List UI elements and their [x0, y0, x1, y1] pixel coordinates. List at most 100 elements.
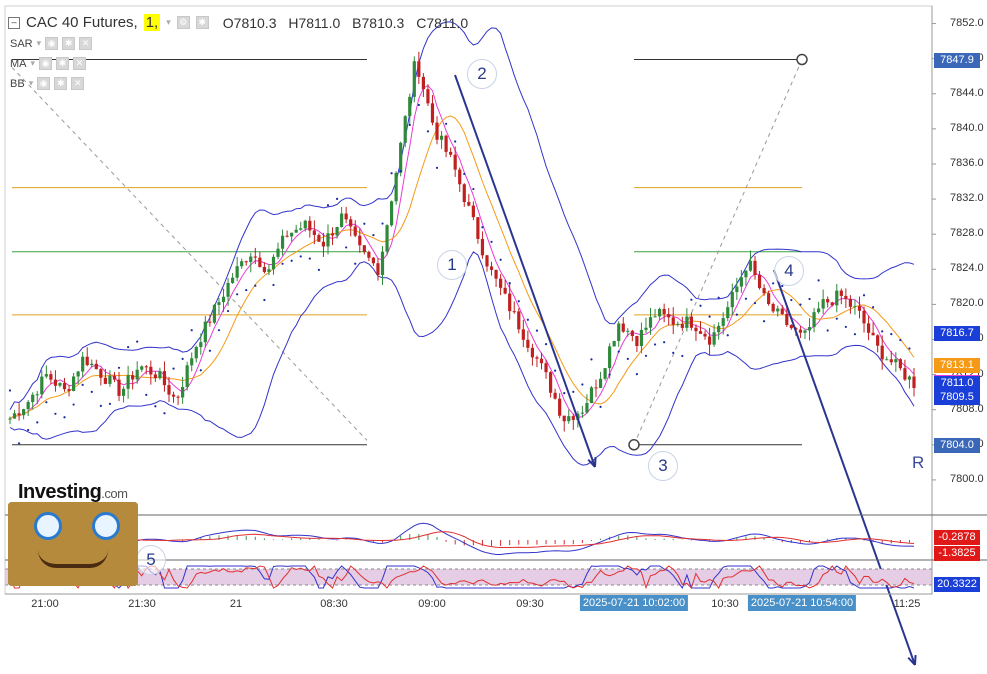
candle-body	[330, 233, 335, 236]
sar-dot	[81, 383, 84, 386]
sar-dot	[490, 240, 493, 243]
arrow-head	[587, 456, 597, 468]
symbol-title[interactable]: CAC 40 Futures,	[26, 14, 138, 31]
y-tick-label: 7824.0	[950, 262, 984, 275]
chevron-down-icon[interactable]: ▾	[30, 58, 36, 68]
candle-body	[108, 375, 112, 384]
candle-body	[62, 383, 67, 390]
candle-body	[185, 365, 189, 387]
candle-body	[99, 369, 103, 378]
right-label: R	[912, 453, 925, 472]
candle-body	[857, 306, 862, 311]
candle-body	[285, 235, 289, 237]
indicator-bb[interactable]: BB ▾ ◉ ✱ ✕	[10, 77, 85, 90]
sar-dot	[899, 338, 902, 342]
sar-dot	[254, 284, 257, 287]
collapse-icon[interactable]: –	[8, 16, 20, 29]
candle-body	[217, 302, 221, 305]
candle-body	[721, 318, 725, 326]
sar-dot	[381, 222, 384, 225]
candle-body	[717, 325, 721, 333]
candle-body	[81, 356, 85, 372]
chevron-down-icon[interactable]: ▾	[36, 38, 42, 48]
candle-body	[181, 386, 185, 398]
candle-body	[739, 277, 743, 287]
candle-body	[703, 333, 707, 337]
close-icon[interactable]: ✕	[71, 77, 85, 90]
candle-body	[585, 403, 589, 413]
candle-body	[208, 321, 212, 323]
sar-dot	[281, 262, 284, 265]
sar-dot	[808, 297, 811, 301]
sar-dot	[572, 390, 575, 393]
candle-body	[90, 363, 94, 366]
y-tick-label: 7828.0	[950, 227, 984, 240]
sar-dot	[517, 300, 520, 303]
sar-dot	[435, 166, 439, 169]
gear-icon[interactable]: ✱	[195, 16, 209, 29]
sar-dot	[226, 309, 230, 313]
price-label: 7816.7	[934, 326, 980, 342]
price-label: 7847.9	[934, 52, 980, 68]
candle-body	[158, 371, 162, 379]
sar-dot	[299, 255, 302, 258]
candle-body	[303, 220, 307, 229]
sar-dot	[590, 358, 593, 361]
candle-body	[453, 154, 457, 170]
candle-body	[603, 368, 607, 379]
candle-body	[426, 89, 430, 104]
candle-body	[539, 358, 544, 364]
y-tick-label: 7836.0	[950, 156, 984, 169]
sar-dot	[308, 257, 311, 260]
gear-icon[interactable]: ✱	[54, 77, 68, 90]
sar-dot	[790, 298, 793, 302]
eye-icon[interactable]: ◉	[37, 77, 51, 90]
eye-right	[92, 512, 120, 540]
close-icon[interactable]: ✕	[79, 37, 93, 50]
chevron-down-icon[interactable]: ▾	[28, 78, 34, 88]
candle-body	[866, 323, 871, 333]
indicator-ma[interactable]: MA ▾ ◉ ✱ ✕	[10, 57, 87, 70]
sar-dot	[535, 329, 539, 332]
candle-body	[8, 418, 12, 420]
candle-body	[535, 357, 539, 359]
eye-icon[interactable]: ◉	[39, 57, 53, 70]
candle-body	[826, 299, 830, 303]
candle-body	[517, 311, 521, 330]
chevron-down-icon[interactable]: ▾	[166, 17, 171, 27]
close-icon[interactable]: ✕	[73, 57, 87, 70]
sar-dot	[472, 187, 475, 191]
indicator-label: BB	[10, 77, 25, 90]
candle-body	[230, 277, 235, 283]
candle-body	[299, 228, 303, 230]
candle-body	[726, 307, 730, 319]
gear-icon[interactable]: ✱	[56, 57, 70, 70]
settings-icon[interactable]: ⚙	[176, 16, 190, 29]
interval-label[interactable]: 1,	[143, 14, 161, 31]
candle-body	[639, 329, 644, 347]
candle-body	[126, 375, 130, 389]
candle-body	[353, 226, 357, 236]
high-value: H7811.0	[288, 14, 341, 31]
candle-body	[876, 335, 880, 346]
candle-body	[508, 293, 512, 312]
sar-dot	[735, 313, 738, 316]
candle-body	[898, 359, 902, 369]
eye-icon[interactable]: ◉	[45, 37, 59, 50]
x-crosshair-label: 2025-07-21 10:02:00	[579, 595, 689, 611]
sar-dot	[263, 298, 266, 302]
candle-body	[762, 288, 766, 294]
sar-dot	[890, 333, 893, 336]
sar-dot	[45, 401, 48, 404]
candle-body	[312, 230, 316, 235]
candle-body	[276, 248, 280, 257]
fib-diagonal-left	[11, 67, 368, 441]
candle-body	[135, 369, 139, 380]
gear-icon[interactable]: ✱	[62, 37, 76, 50]
indicator-sar[interactable]: SAR ▾ ◉ ✱ ✕	[10, 37, 93, 50]
candle-body	[594, 387, 598, 389]
candle-body	[621, 323, 625, 332]
candle-body	[367, 251, 371, 258]
candle-body	[485, 255, 489, 267]
